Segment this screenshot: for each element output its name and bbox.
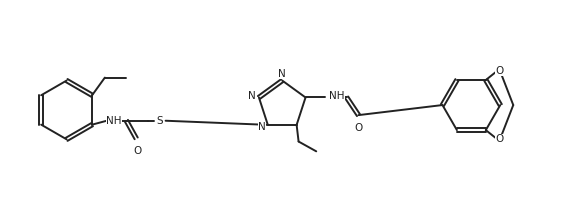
- Text: N: N: [258, 122, 266, 132]
- Text: N: N: [248, 91, 256, 101]
- Text: NH: NH: [106, 116, 122, 126]
- Text: O: O: [495, 134, 504, 144]
- Text: O: O: [355, 123, 363, 133]
- Text: O: O: [133, 146, 141, 156]
- Text: S: S: [156, 116, 163, 126]
- Text: O: O: [495, 66, 504, 76]
- Text: N: N: [278, 69, 286, 79]
- Text: NH: NH: [329, 92, 345, 101]
